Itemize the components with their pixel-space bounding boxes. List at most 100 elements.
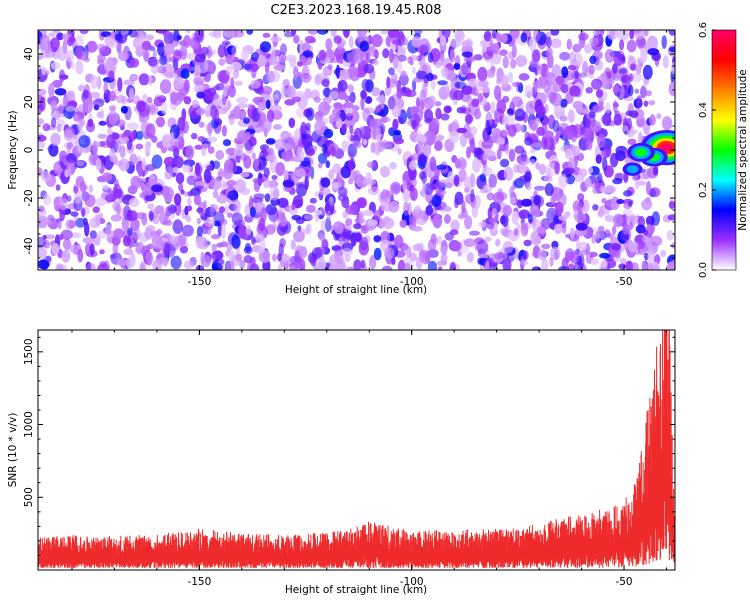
heatmap-cell	[668, 81, 675, 96]
heatmap-cell	[211, 263, 223, 270]
heatmap-cell	[292, 169, 301, 183]
heatmap-cell	[464, 215, 473, 230]
heatmap-cell	[194, 162, 201, 176]
heatmap-cell	[228, 84, 236, 98]
heatmap-cell	[243, 117, 250, 124]
heatmap-cell	[269, 45, 276, 57]
heatmap-cell	[83, 98, 93, 114]
heatmap-cell	[314, 209, 323, 216]
heatmap-cell	[231, 212, 243, 226]
heatmap-cell	[529, 60, 539, 68]
heatmap-cell	[341, 248, 353, 256]
heatmap-cell	[299, 246, 308, 259]
heatmap-cell	[368, 186, 380, 196]
heatmap-cell	[363, 63, 375, 74]
heatmap-cell	[485, 260, 490, 270]
heatmap-cell	[170, 92, 183, 106]
heatmap-cell	[443, 214, 451, 224]
heatmap-cell	[203, 168, 212, 184]
heatmap-cell	[88, 184, 94, 193]
heatmap-cell	[193, 83, 205, 94]
heatmap-cell	[95, 213, 101, 227]
colorbar-tick-label: 0.6	[698, 22, 709, 38]
heatmap-cell	[195, 107, 206, 116]
heatmap-cell	[147, 97, 153, 104]
heatmap-cell	[387, 200, 400, 213]
heatmap-cell	[566, 38, 572, 50]
heatmap-cell	[433, 237, 439, 246]
heatmap-cell	[480, 39, 493, 48]
heatmap-cell	[608, 185, 616, 194]
heatmap-cell	[302, 50, 313, 58]
heatmap-cell	[304, 88, 312, 100]
heatmap-cell	[89, 230, 97, 239]
heatmap-cell	[307, 30, 319, 35]
heatmap-cell	[197, 136, 206, 142]
heatmap-cell	[503, 166, 514, 181]
heatmap-cell	[477, 80, 489, 88]
heatmap-cell	[417, 210, 425, 219]
heatmap-cell	[484, 34, 490, 41]
heatmap-cell	[450, 219, 460, 232]
heatmap-cell	[346, 131, 352, 141]
heatmap-cell	[477, 66, 488, 82]
heatmap-cell	[141, 40, 152, 51]
heatmap-cell	[572, 100, 584, 110]
heatmap-cell	[249, 206, 256, 218]
heatmap-cell	[381, 114, 388, 124]
heatmap-cell	[190, 132, 198, 140]
heatmap-cell	[56, 32, 64, 41]
heatmap-cell	[353, 259, 362, 270]
heatmap-cell	[270, 104, 282, 113]
heatmap-cell	[156, 228, 163, 236]
heatmap-cell	[431, 195, 442, 207]
heatmap-cell	[337, 41, 345, 50]
heatmap-cell	[392, 55, 399, 69]
heatmap-cell	[293, 65, 298, 80]
heatmap-cell	[170, 235, 177, 246]
heatmap-cell	[495, 32, 502, 42]
heatmap-cell	[38, 141, 46, 149]
heatmap-cell	[249, 263, 259, 270]
heatmap-cell	[592, 204, 599, 211]
heatmap-cell	[359, 40, 370, 52]
heatmap-cell	[223, 159, 234, 174]
heatmap-cell	[619, 39, 625, 51]
heatmap-cell	[299, 72, 312, 83]
heatmap-cell	[391, 105, 401, 118]
heatmap-cell	[164, 243, 176, 258]
heatmap-cell	[51, 242, 60, 255]
heatmap-cell	[541, 243, 551, 250]
heatmap-cell	[257, 102, 264, 114]
heatmap-cell	[399, 219, 408, 228]
heatmap-x-tick-label: -50	[615, 276, 632, 288]
heatmap-cell	[129, 58, 140, 68]
heatmap-cell	[275, 162, 286, 176]
heatmap-cell	[455, 81, 467, 89]
heatmap-cell	[221, 224, 226, 240]
heatmap-cell	[327, 64, 333, 70]
heatmap-cell	[185, 30, 191, 34]
heatmap-cell	[436, 235, 443, 245]
heatmap-cell	[593, 233, 601, 240]
heatmap-cell	[451, 241, 463, 251]
heatmap-cell	[121, 136, 130, 143]
heatmap-cell	[300, 121, 307, 135]
heatmap-cell	[373, 247, 382, 261]
heatmap-cell	[155, 30, 168, 34]
snr-panel: -150 -100 -50 500 1000 1500 Height of straig…	[7, 329, 676, 596]
heatmap-cell	[427, 260, 438, 270]
snr-y-axis: 500 1000 1500	[23, 336, 675, 556]
heatmap-cell	[75, 60, 84, 75]
snr-y-tick-label: 1000	[23, 411, 35, 438]
heatmap-cell	[106, 39, 119, 49]
heatmap-cell	[178, 182, 184, 192]
heatmap-cell	[291, 204, 296, 211]
heatmap-cell	[661, 35, 667, 49]
heatmap-cell	[430, 79, 436, 90]
heatmap-cell	[366, 161, 375, 168]
heatmap-cell	[502, 55, 509, 69]
heatmap-cell	[293, 230, 305, 243]
heatmap-cell	[523, 171, 532, 182]
heatmap-cell	[507, 124, 517, 137]
